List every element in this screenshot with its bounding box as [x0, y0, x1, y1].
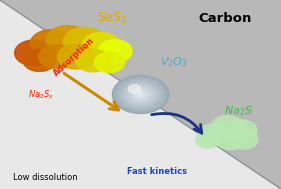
- Text: Carbon: Carbon: [198, 12, 251, 25]
- Circle shape: [133, 89, 148, 100]
- Circle shape: [117, 79, 164, 110]
- Text: $\mathit{Na_2S_x}$: $\mathit{Na_2S_x}$: [28, 88, 54, 101]
- Circle shape: [126, 85, 155, 104]
- Circle shape: [118, 80, 163, 109]
- Circle shape: [128, 86, 153, 103]
- Circle shape: [196, 132, 220, 148]
- Circle shape: [30, 30, 71, 57]
- Text: $\mathit{V_2O_3}$: $\mathit{V_2O_3}$: [160, 55, 188, 69]
- Circle shape: [121, 82, 160, 107]
- Circle shape: [132, 88, 149, 101]
- Text: Fast kinetics: Fast kinetics: [127, 167, 187, 177]
- Circle shape: [46, 26, 89, 54]
- Circle shape: [198, 124, 229, 145]
- Circle shape: [112, 76, 169, 113]
- Circle shape: [139, 94, 142, 95]
- Circle shape: [39, 45, 74, 68]
- Text: Adsorption: Adsorption: [52, 36, 96, 78]
- Circle shape: [15, 40, 53, 66]
- Circle shape: [216, 130, 245, 150]
- Circle shape: [231, 131, 258, 149]
- Circle shape: [125, 84, 156, 105]
- Circle shape: [138, 93, 143, 96]
- Text: $\mathit{Na_2S}$: $\mathit{Na_2S}$: [224, 105, 253, 119]
- Circle shape: [128, 85, 140, 93]
- Circle shape: [137, 92, 144, 97]
- Circle shape: [119, 80, 162, 109]
- Circle shape: [140, 94, 141, 95]
- Circle shape: [94, 52, 125, 73]
- Circle shape: [115, 77, 166, 112]
- Circle shape: [136, 91, 145, 98]
- Circle shape: [82, 33, 120, 58]
- Text: $\mathit{SeS_2}$: $\mathit{SeS_2}$: [97, 11, 128, 26]
- Circle shape: [226, 120, 257, 141]
- Circle shape: [135, 91, 146, 98]
- Circle shape: [58, 44, 94, 69]
- Circle shape: [123, 82, 158, 107]
- Circle shape: [127, 85, 154, 104]
- Circle shape: [114, 77, 167, 112]
- Circle shape: [124, 83, 157, 106]
- Circle shape: [134, 90, 147, 99]
- Circle shape: [63, 27, 105, 56]
- Circle shape: [23, 50, 56, 71]
- Circle shape: [98, 40, 132, 62]
- Text: Low dissolution: Low dissolution: [13, 173, 77, 182]
- Circle shape: [129, 87, 152, 102]
- Circle shape: [120, 81, 161, 108]
- Circle shape: [130, 88, 151, 101]
- Circle shape: [116, 78, 165, 111]
- Circle shape: [76, 49, 110, 72]
- Circle shape: [211, 116, 244, 138]
